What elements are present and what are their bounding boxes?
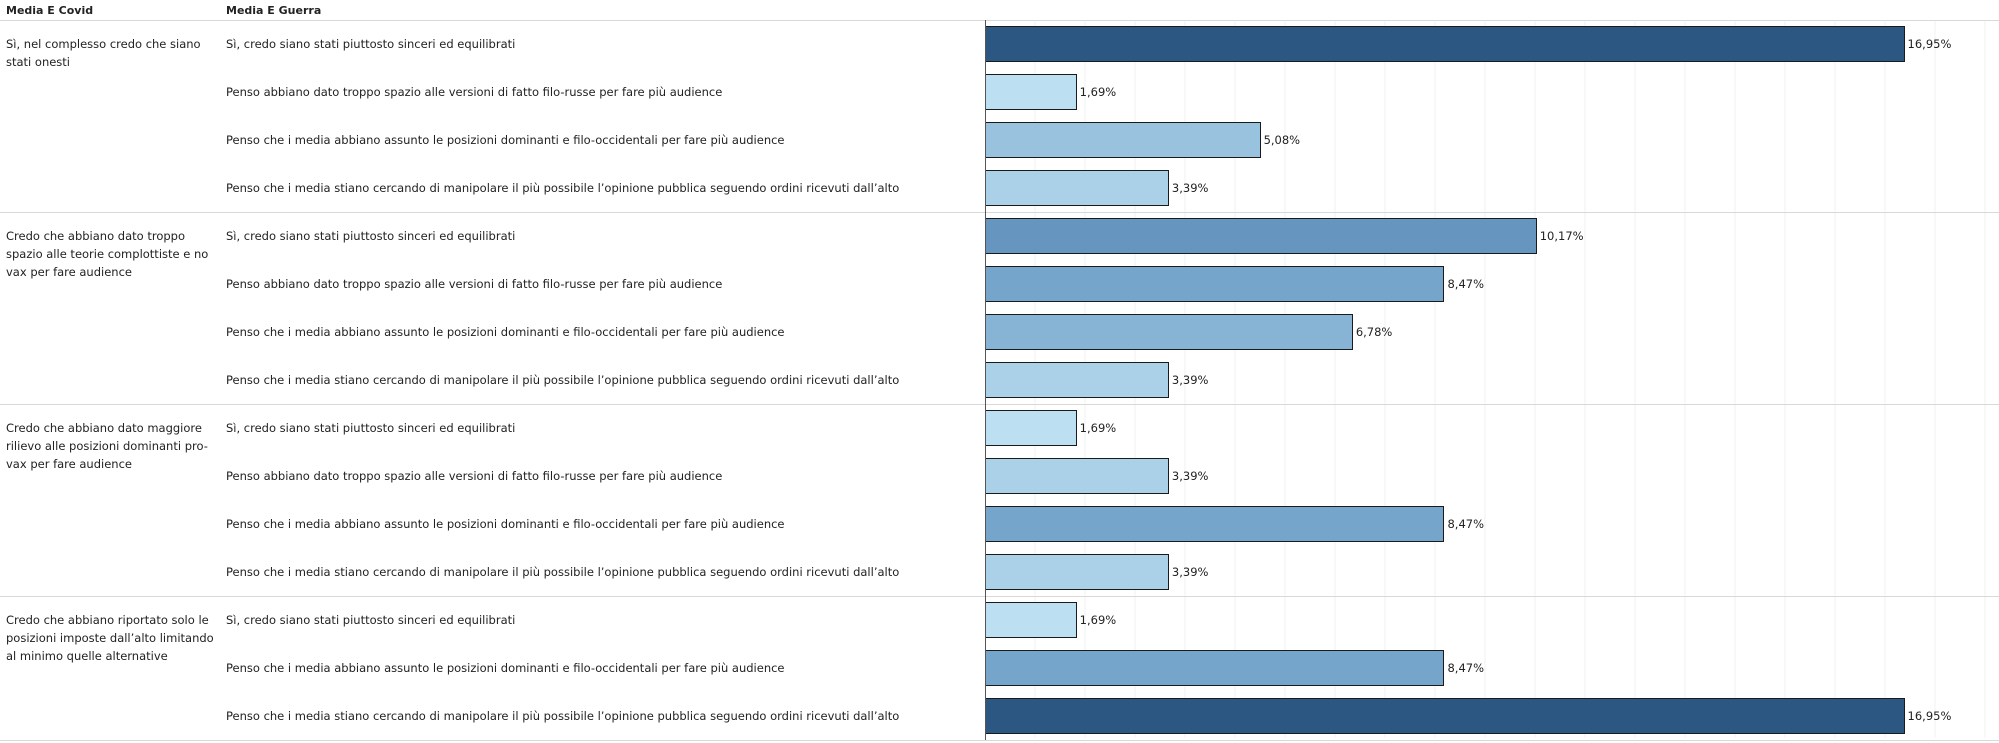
bar	[985, 26, 1905, 62]
row-label: Penso che i media abbiano assunto le pos…	[226, 133, 785, 147]
bar	[985, 170, 1169, 206]
data-label: 1,69%	[1079, 421, 1117, 435]
data-label: 16,95%	[1907, 709, 1952, 723]
group-label: Credo che abbiano dato troppo spazio all…	[6, 229, 209, 279]
bar	[985, 506, 1445, 542]
bar	[985, 218, 1537, 254]
data-label: 3,39%	[1171, 469, 1209, 483]
row-label: Sì, credo siano stati piuttosto sinceri …	[226, 37, 516, 51]
bar	[985, 698, 1905, 734]
row-label: Penso abbiano dato troppo spazio alle ve…	[226, 85, 723, 99]
bar	[985, 602, 1077, 638]
bar	[985, 410, 1077, 446]
row-label: Penso che i media abbiano assunto le pos…	[226, 517, 785, 531]
data-label: 10,17%	[1539, 229, 1584, 243]
group-separator	[0, 596, 1999, 597]
bar	[985, 650, 1445, 686]
row-label: Penso che i media abbiano assunto le pos…	[226, 661, 785, 675]
row-label: Penso che i media stiano cercando di man…	[226, 565, 900, 579]
group-separator	[0, 740, 1999, 741]
row-label: Penso abbiano dato troppo spazio alle ve…	[226, 277, 723, 291]
group-separator	[0, 404, 1999, 405]
bar	[985, 314, 1353, 350]
data-label: 8,47%	[1447, 277, 1485, 291]
row-label: Sì, credo siano stati piuttosto sinceri …	[226, 421, 516, 435]
data-label: 8,47%	[1447, 517, 1485, 531]
data-label: 3,39%	[1171, 565, 1209, 579]
data-label: 1,69%	[1079, 613, 1117, 627]
row-label: Penso che i media abbiano assunto le pos…	[226, 325, 785, 339]
group-separator	[0, 20, 1999, 21]
data-label: 5,08%	[1263, 133, 1301, 147]
data-label: 3,39%	[1171, 373, 1209, 387]
bar	[985, 266, 1445, 302]
row-label: Penso che i media stiano cercando di man…	[226, 709, 900, 723]
data-label: 1,69%	[1079, 85, 1117, 99]
row-label: Penso che i media stiano cercando di man…	[226, 373, 900, 387]
data-label: 8,47%	[1447, 661, 1485, 675]
group-label: Sì, nel complesso credo che siano stati …	[6, 37, 201, 69]
data-label: 3,39%	[1171, 181, 1209, 195]
value-axis-line	[985, 20, 986, 740]
row-label: Penso che i media stiano cercando di man…	[226, 181, 900, 195]
row-label: Sì, credo siano stati piuttosto sinceri …	[226, 613, 516, 627]
bar	[985, 458, 1169, 494]
row-label: Penso abbiano dato troppo spazio alle ve…	[226, 469, 723, 483]
group-label: Credo che abbiano riportato solo le posi…	[6, 613, 214, 663]
bar	[985, 122, 1261, 158]
bar	[985, 362, 1169, 398]
bar	[985, 74, 1077, 110]
data-label: 16,95%	[1907, 37, 1952, 51]
group-separator	[0, 212, 1999, 213]
data-label: 6,78%	[1355, 325, 1393, 339]
column-header-media-covid: Media E Covid	[6, 4, 94, 17]
bar	[985, 554, 1169, 590]
group-label: Credo che abbiano dato maggiore rilievo …	[6, 421, 208, 471]
column-header-media-guerra: Media E Guerra	[226, 4, 322, 17]
row-label: Sì, credo siano stati piuttosto sinceri …	[226, 229, 516, 243]
